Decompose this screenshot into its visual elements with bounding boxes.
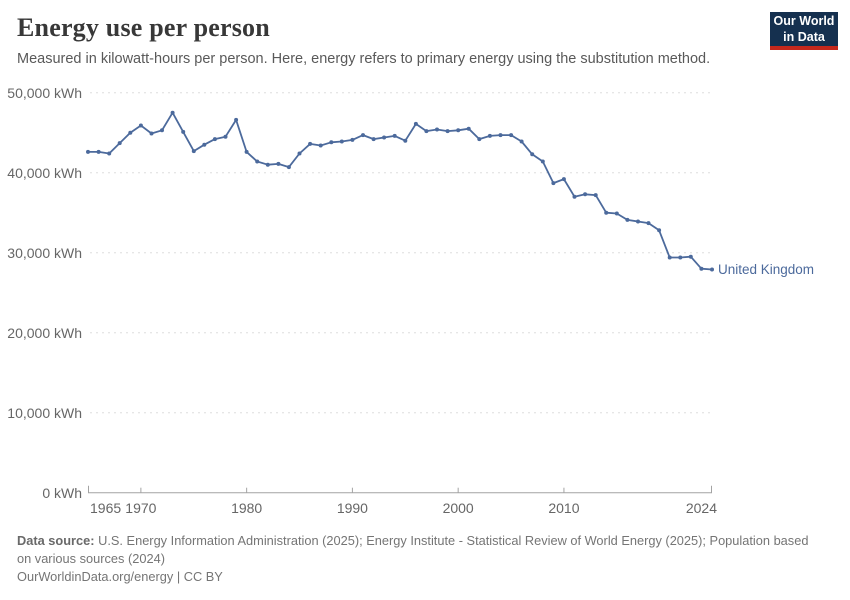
data-point-2004[interactable] <box>498 133 503 138</box>
data-point-2005[interactable] <box>509 133 514 138</box>
data-point-2002[interactable] <box>477 137 482 142</box>
data-point-2018[interactable] <box>646 221 651 226</box>
x-axis-label-2010: 2010 <box>548 500 580 516</box>
data-point-2014[interactable] <box>604 210 609 215</box>
data-point-2007[interactable] <box>530 152 535 157</box>
data-point-2011[interactable] <box>572 194 577 199</box>
data-point-2001[interactable] <box>466 126 471 131</box>
data-point-1980[interactable] <box>244 149 249 154</box>
y-axis-label-30000: 30,000 kWh <box>7 244 82 261</box>
data-point-1970[interactable] <box>138 123 143 128</box>
data-point-1975[interactable] <box>191 149 196 154</box>
data-point-2012[interactable] <box>583 192 588 197</box>
data-point-1991[interactable] <box>361 133 365 138</box>
data-point-1977[interactable] <box>212 137 217 142</box>
data-point-1986[interactable] <box>308 141 313 146</box>
data-point-2021[interactable] <box>678 255 683 260</box>
x-axis-label-2000: 2000 <box>442 500 474 516</box>
data-point-1973[interactable] <box>170 110 175 115</box>
data-point-1976[interactable] <box>202 142 207 147</box>
data-point-1968[interactable] <box>117 141 122 146</box>
data-point-1965[interactable] <box>86 149 90 154</box>
y-axis-label-10000: 10,000 kWh <box>7 404 82 421</box>
footer-data-source: Data source: U.S. Energy Information Adm… <box>17 532 822 568</box>
data-point-2022[interactable] <box>688 254 693 259</box>
data-point-1969[interactable] <box>128 130 133 135</box>
data-point-2019[interactable] <box>657 228 662 233</box>
data-point-1985[interactable] <box>297 151 302 156</box>
data-point-1987[interactable] <box>318 143 323 148</box>
x-axis-label-2024: 2024 <box>685 500 717 516</box>
data-point-2000[interactable] <box>456 128 461 133</box>
owid-energy-link[interactable]: OurWorldinData.org/energy <box>17 569 174 584</box>
data-point-1994[interactable] <box>392 133 397 138</box>
data-point-1972[interactable] <box>160 128 164 133</box>
x-axis-label-1990: 1990 <box>336 500 368 516</box>
data-point-2008[interactable] <box>540 159 545 164</box>
data-point-1990[interactable] <box>350 137 355 142</box>
y-axis-label-40000: 40,000 kWh <box>7 164 82 181</box>
owid-logo-line2: in Data <box>783 30 825 44</box>
data-point-1997[interactable] <box>424 129 429 134</box>
data-point-2024[interactable] <box>710 267 714 272</box>
data-point-2010[interactable] <box>561 177 566 182</box>
data-point-2009[interactable] <box>551 181 556 186</box>
data-source-label: Data source: <box>17 533 95 548</box>
data-point-1995[interactable] <box>403 138 408 143</box>
data-point-2013[interactable] <box>593 193 598 198</box>
data-point-1996[interactable] <box>413 121 418 126</box>
data-point-1978[interactable] <box>223 134 228 139</box>
y-axis-label-50000: 50,000 kWh <box>7 84 82 101</box>
data-point-1993[interactable] <box>382 135 387 140</box>
data-point-1983[interactable] <box>276 161 281 166</box>
data-point-1966[interactable] <box>96 149 101 154</box>
data-point-2015[interactable] <box>614 211 619 216</box>
data-point-2017[interactable] <box>636 219 640 224</box>
y-axis-label-20000: 20,000 kWh <box>7 324 82 341</box>
footer-separator: | <box>176 569 181 584</box>
data-point-2016[interactable] <box>625 217 630 222</box>
owid-logo[interactable]: Our World in Data <box>770 12 838 50</box>
data-point-1979[interactable] <box>234 117 239 122</box>
data-point-1982[interactable] <box>265 162 270 167</box>
series-line-united-kingdom[interactable] <box>87 111 713 271</box>
chart-subtitle: Measured in kilowatt-hours per person. H… <box>17 51 711 67</box>
data-point-1999[interactable] <box>445 129 450 134</box>
data-point-1992[interactable] <box>371 137 376 142</box>
owid-logo-line1: Our World <box>773 13 835 28</box>
x-axis-label-1980: 1980 <box>231 500 263 516</box>
data-source-text: U.S. Energy Information Administration (… <box>17 533 809 567</box>
data-point-1989[interactable] <box>339 139 344 144</box>
data-point-1981[interactable] <box>255 159 260 164</box>
data-point-1974[interactable] <box>181 129 186 134</box>
footer-license: OurWorldinData.org/energy | CC BY <box>17 569 223 584</box>
data-point-2023[interactable] <box>699 266 704 271</box>
x-axis-label-1965: 1965 <box>90 500 122 516</box>
data-point-1971[interactable] <box>149 131 154 136</box>
data-point-1988[interactable] <box>329 140 334 145</box>
license-label: CC BY <box>183 569 223 584</box>
data-point-2020[interactable] <box>667 255 672 260</box>
y-axis-label-0: 0 kWh <box>42 484 82 501</box>
data-point-2006[interactable] <box>519 139 524 144</box>
data-point-1998[interactable] <box>435 127 439 132</box>
data-point-1984[interactable] <box>286 165 291 170</box>
data-point-1967[interactable] <box>107 151 112 156</box>
page-title: Energy use per person <box>17 13 270 42</box>
series-label-united-kingdom[interactable]: United Kingdom <box>718 261 815 277</box>
x-axis-label-1970: 1970 <box>125 500 157 516</box>
data-point-2003[interactable] <box>487 133 492 138</box>
